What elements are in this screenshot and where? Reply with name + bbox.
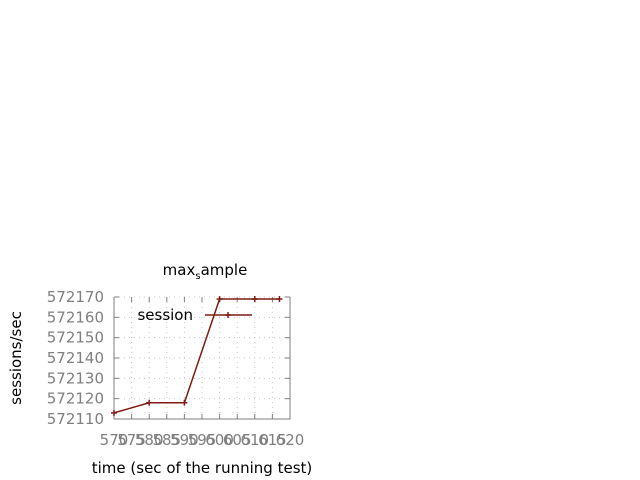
y-tick-label: 572140 [47,349,104,367]
data-point [252,296,258,302]
y-axis-label: sessions/sec [7,311,25,405]
data-point [111,410,117,416]
y-tick-label: 572120 [47,390,104,408]
y-tick-label: 572170 [47,288,104,306]
legend: session [137,306,252,324]
y-tick-labels: 572110 572120 572130 572140 572150 572160 5721… [47,288,104,428]
x-tick-label: 620 [276,431,305,449]
data-point [181,400,187,406]
data-point [276,296,282,302]
data-point [146,400,152,406]
y-tick-label: 572150 [47,329,104,347]
legend-label: session [137,306,193,324]
data-point [217,296,223,302]
x-axis-label: time (sec of the running test) [92,459,313,477]
chart-title: maxsample [163,261,248,282]
y-tick-label: 572110 [47,410,104,428]
y-tick-label: 572130 [47,369,104,387]
y-tick-label: 572160 [47,308,104,326]
